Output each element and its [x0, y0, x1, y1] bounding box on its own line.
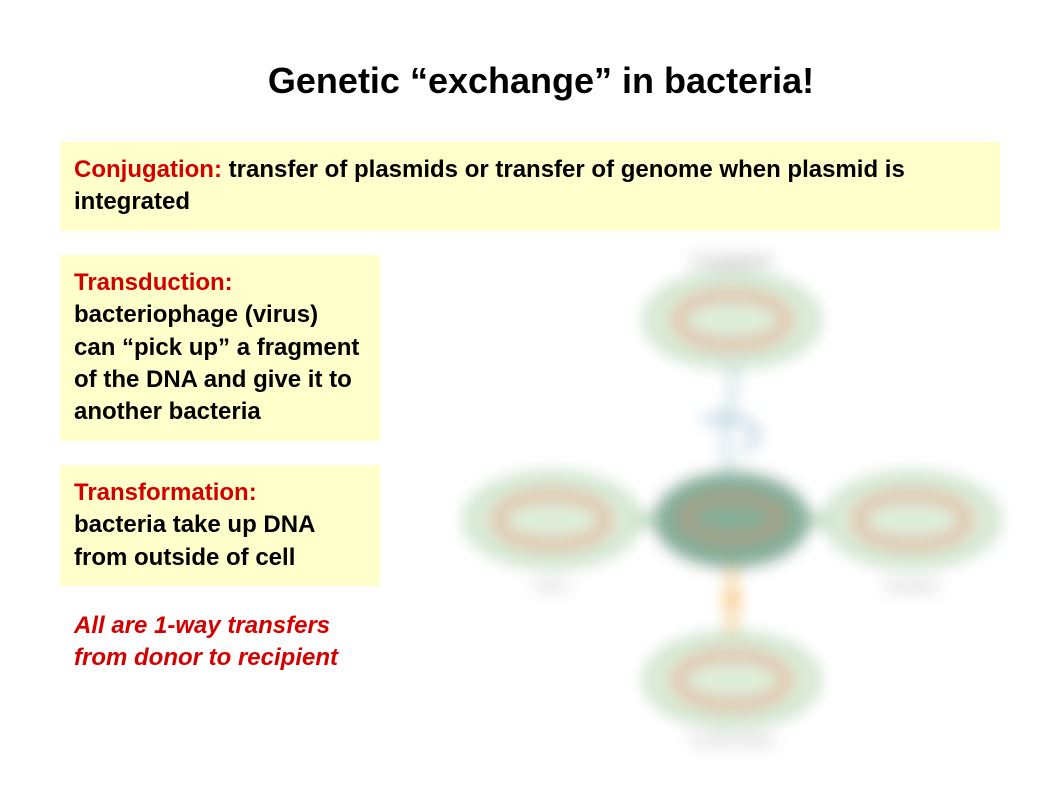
cell-left: Donor — [467, 475, 637, 593]
diagram-svg: Conjugation Donor Recipient Transformati… — [452, 250, 1012, 750]
squiggle-icon — [702, 418, 756, 450]
cell-center — [657, 475, 807, 565]
svg-text:Donor: Donor — [534, 578, 570, 593]
transduction-desc: bacteriophage (virus) can “pick up” a fr… — [74, 301, 359, 425]
svg-text:Conjugation: Conjugation — [691, 252, 773, 268]
transformation-box: Transformation: bacteria take up DNA fro… — [60, 465, 380, 586]
transformation-term: Transformation: — [74, 479, 257, 506]
svg-text:Transformation: Transformation — [689, 733, 776, 748]
cell-right: Recipient — [827, 475, 997, 593]
cell-bottom: Transformation — [647, 635, 817, 748]
transfer-diagram: Conjugation Donor Recipient Transformati… — [452, 250, 1012, 750]
conjugation-term: Conjugation: — [74, 156, 222, 183]
footnote-text: All are 1-way transfers from donor to re… — [60, 610, 380, 675]
slide-title: Genetic “exchange” in bacteria! — [60, 60, 1022, 102]
slide: Genetic “exchange” in bacteria! Conjugat… — [0, 0, 1062, 797]
transformation-desc: bacteria take up DNA from outside of cel… — [74, 511, 315, 570]
transduction-term: Transduction: — [74, 269, 233, 296]
cell-top: Conjugation — [647, 252, 817, 365]
accent-dot-icon — [724, 592, 740, 608]
svg-text:Recipient: Recipient — [885, 578, 940, 593]
conjugation-box: Conjugation: transfer of plasmids or tra… — [60, 142, 1000, 231]
transduction-box: Transduction: bacteriophage (virus) can … — [60, 255, 380, 441]
